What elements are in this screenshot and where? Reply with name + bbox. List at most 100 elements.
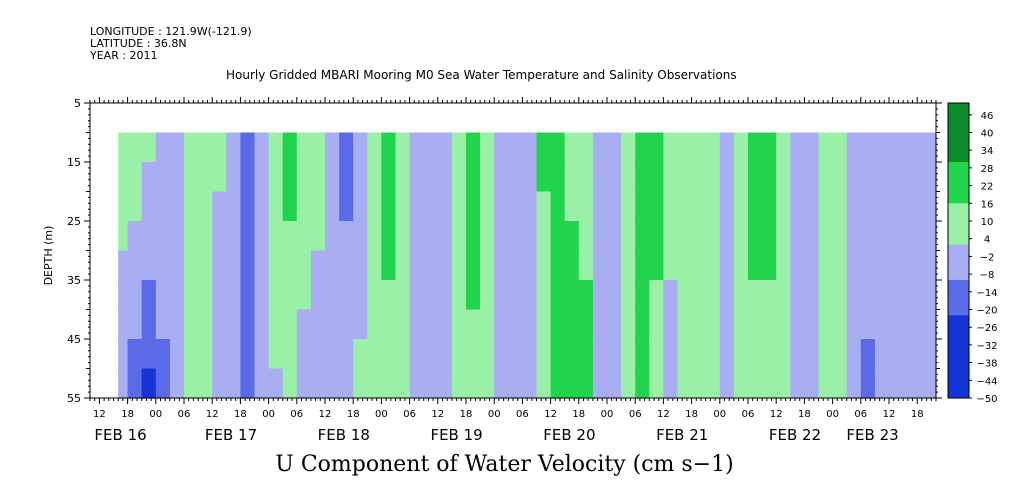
- heatmap-cell: [226, 221, 241, 252]
- heatmap-cell: [564, 250, 580, 281]
- heatmap-cell: [395, 339, 411, 370]
- heatmap-cell: [268, 162, 284, 193]
- heatmap-cell: [494, 132, 509, 163]
- heatmap-cell: [480, 280, 495, 311]
- heatmap-cell: [353, 191, 368, 222]
- heatmap-cell: [649, 250, 664, 281]
- heatmap-cell: [719, 162, 735, 193]
- heatmap-cell: [169, 162, 185, 193]
- colorbar-swatch: [948, 191, 969, 198]
- heatmap-cell: [860, 191, 876, 222]
- heatmap-cell: [254, 221, 270, 252]
- heatmap-cell: [127, 368, 143, 399]
- heatmap-cell: [184, 250, 199, 281]
- heatmap-cell: [621, 368, 636, 399]
- heatmap-cell: [296, 132, 312, 163]
- x-day-label: FEB 16: [94, 426, 146, 444]
- heatmap-cell: [874, 162, 937, 193]
- heatmap-cell: [846, 162, 862, 193]
- heatmap-cell: [141, 309, 157, 340]
- x-hour-label: 00: [826, 409, 839, 420]
- heatmap-cell: [776, 132, 791, 163]
- heatmap-cell: [198, 162, 213, 193]
- colorbar-swatch: [948, 114, 969, 122]
- heatmap-cell: [381, 309, 397, 340]
- heatmap-cell: [240, 250, 256, 281]
- heatmap-cell: [451, 309, 467, 340]
- y-tick-label: 15: [67, 156, 81, 169]
- heatmap-cell: [437, 368, 453, 399]
- heatmap-cell: [127, 132, 143, 163]
- heatmap-cell: [874, 250, 937, 281]
- heatmap-cell: [846, 132, 862, 163]
- heatmap-cell: [621, 191, 636, 222]
- colorbar-tick-label: −50: [976, 394, 997, 405]
- x-day-label: FEB 17: [205, 426, 257, 444]
- colorbar-swatch: [948, 126, 969, 133]
- heatmap-cell: [578, 309, 594, 340]
- heatmap-cell: [748, 339, 763, 370]
- heatmap-cell: [409, 309, 425, 340]
- heatmap-cell: [790, 309, 805, 340]
- heatmap-cell: [141, 162, 157, 193]
- heatmap-cell: [212, 280, 227, 311]
- heatmap-cell: [353, 280, 368, 311]
- latitude-label: LATITUDE : 36.8N: [90, 37, 187, 50]
- heatmap-cell: [480, 250, 495, 281]
- heatmap-cell: [536, 221, 552, 252]
- heatmap-cell: [310, 280, 326, 311]
- x-hour-label: 00: [601, 409, 614, 420]
- colorbar-tick-label: −20: [976, 306, 997, 317]
- colorbar-swatch: [948, 156, 969, 163]
- heatmap-cell: [118, 309, 129, 340]
- colorbar-swatch: [948, 138, 969, 145]
- heatmap-cell: [860, 221, 876, 252]
- heatmap-cell: [832, 250, 848, 281]
- x-hour-label: 06: [403, 409, 416, 420]
- heatmap-cell: [691, 162, 707, 193]
- x-hour-label: 18: [572, 409, 585, 420]
- heatmap-cell: [832, 162, 848, 193]
- heatmap-cell: [409, 132, 425, 163]
- heatmap-cell: [733, 368, 749, 399]
- heatmap-cell: [395, 368, 411, 399]
- heatmap-cell: [282, 132, 298, 163]
- heatmap-cell: [762, 339, 777, 370]
- heatmap-cell: [536, 250, 552, 281]
- colorbar-swatch: [948, 386, 969, 393]
- heatmap-cell: [691, 309, 707, 340]
- heatmap-cell: [141, 191, 157, 222]
- heatmap-cell: [818, 250, 834, 281]
- heatmap-cell: [564, 280, 580, 311]
- heatmap-cell: [522, 339, 538, 370]
- heatmap-cell: [155, 132, 171, 163]
- heatmap-cells: [118, 132, 937, 399]
- heatmap-cell: [621, 309, 636, 340]
- heatmap-cell: [141, 250, 157, 281]
- heatmap-cell: [592, 250, 608, 281]
- heatmap-cell: [860, 162, 876, 193]
- heatmap-cell: [874, 309, 937, 340]
- heatmap-cell: [451, 162, 467, 193]
- heatmap-cell: [846, 309, 862, 340]
- heatmap-cell: [776, 162, 791, 193]
- heatmap-cell: [494, 368, 509, 399]
- heatmap-cell: [762, 132, 777, 163]
- heatmap-cell: [748, 191, 763, 222]
- heatmap-cell: [748, 309, 763, 340]
- heatmap-cell: [494, 280, 509, 311]
- heatmap-cell: [282, 368, 298, 399]
- heatmap-cell: [550, 309, 566, 340]
- heatmap-cell: [310, 250, 326, 281]
- heatmap-cell: [296, 309, 312, 340]
- heatmap-cell: [155, 309, 171, 340]
- heatmap-cell: [118, 250, 129, 281]
- heatmap-cell: [254, 280, 270, 311]
- heatmap-cell: [846, 221, 862, 252]
- heatmap-cell: [578, 221, 594, 252]
- heatmap-cell: [705, 162, 721, 193]
- heatmap-cell: [353, 339, 368, 370]
- heatmap-cell: [592, 309, 608, 340]
- colorbar-swatch: [948, 339, 969, 346]
- heatmap-cell: [564, 162, 580, 193]
